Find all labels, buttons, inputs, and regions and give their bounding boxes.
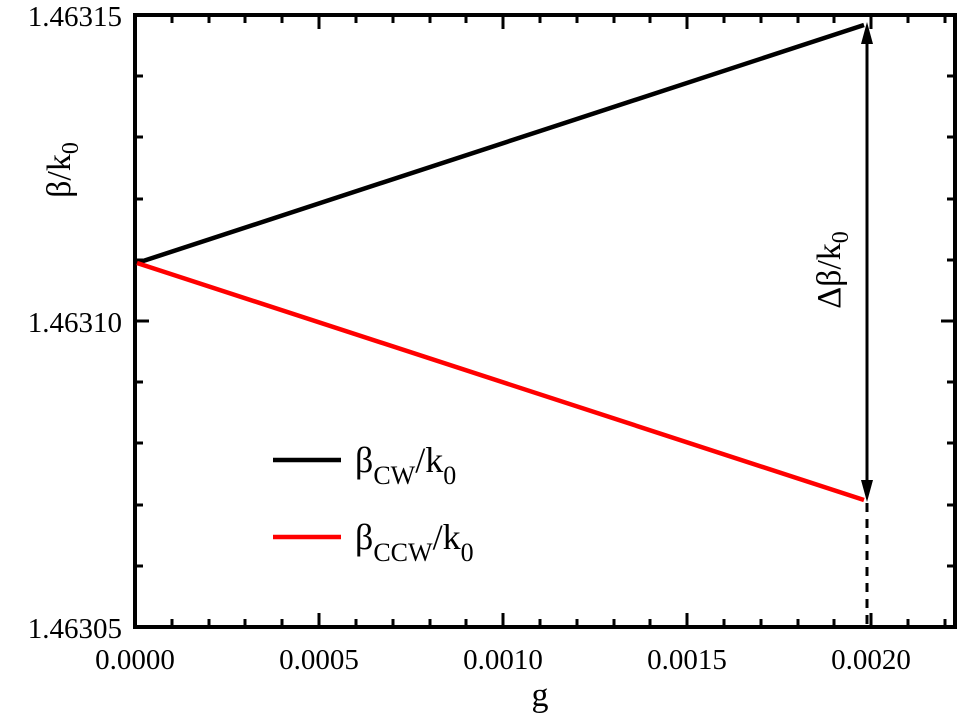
x-ticks-top	[170, 15, 947, 29]
svg-text:β/k0: β/k0	[41, 142, 84, 198]
y-tick-label: 1.46305	[28, 613, 122, 645]
plot-frame	[133, 13, 957, 629]
x-tick-label: 0.0020	[831, 644, 911, 676]
y-tick-label: 1.46315	[28, 1, 122, 33]
svg-text:Δβ/k0: Δβ/k0	[811, 231, 854, 309]
x-ticks-bottom	[170, 613, 947, 627]
y-axis-title: β/k0	[41, 142, 84, 198]
x-tick-label: 0.0015	[647, 644, 727, 676]
x-tick-label: 0.0005	[279, 644, 359, 676]
delta-beta-main: Δβ/k	[811, 243, 848, 309]
x-tick-label: 0.0010	[463, 644, 543, 676]
delta-beta-label: Δβ/k0	[811, 231, 854, 309]
series-ccw-line	[136, 260, 865, 503]
x-axis-title: g	[532, 677, 549, 714]
series-cw-line	[136, 22, 865, 266]
legend-item-cw: βCW/k0	[355, 440, 456, 490]
y-axis-title-sub: 0	[58, 142, 84, 154]
x-tick-label: 0.0000	[95, 644, 175, 676]
y-axis-title-main: β/k	[41, 154, 78, 198]
arrow-down-icon	[861, 480, 873, 502]
y-ticks-left	[135, 74, 149, 568]
delta-beta-sub: 0	[828, 231, 854, 243]
legend: βCW/k0 βCCW/k0	[273, 440, 474, 567]
legend-item-ccw: βCCW/k0	[355, 517, 474, 567]
y-tick-label: 1.46310	[28, 307, 122, 339]
y-ticks-right	[941, 74, 955, 568]
arrow-up-icon	[861, 22, 873, 44]
